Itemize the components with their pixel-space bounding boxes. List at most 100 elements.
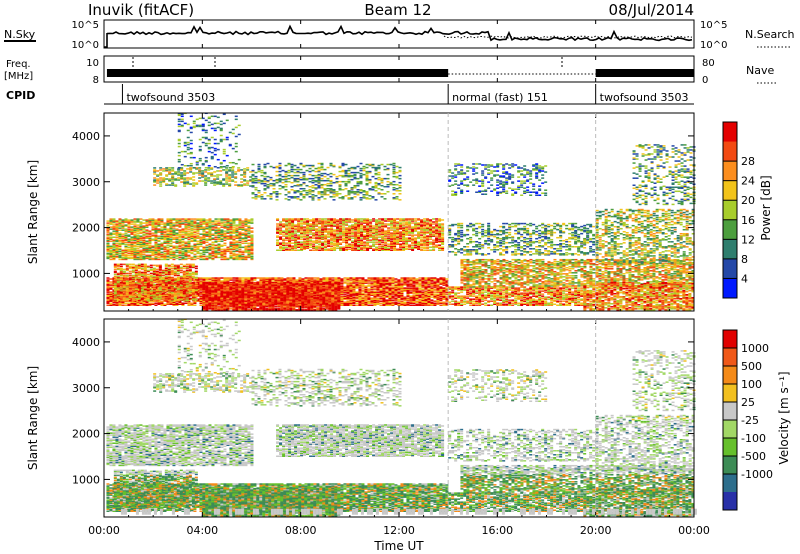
power-cell [235, 277, 238, 279]
power-cell [109, 283, 112, 285]
power-cell [304, 277, 307, 279]
power-cell [352, 296, 355, 298]
power-cell [109, 286, 112, 288]
power-cell [376, 297, 379, 299]
power-cell [352, 277, 355, 279]
freq-tick-top: 10 [86, 58, 99, 69]
cpid-segment-label: normal (fast) 151 [452, 91, 548, 104]
power-cell [220, 277, 223, 279]
power-cell [340, 295, 343, 297]
power-cell [244, 300, 247, 302]
radar-summary-plot: Inuvik (fitACF) Beam 12 08/Jul/2014 N.Sk… [0, 0, 800, 554]
power-cell [364, 285, 367, 287]
power-cell [343, 281, 346, 283]
power-cell [184, 302, 187, 304]
power-cell [358, 288, 361, 290]
power-cell [265, 277, 268, 279]
power-cell [229, 277, 232, 279]
power-cell [355, 277, 358, 279]
power-cell [322, 277, 325, 279]
power-cell [214, 277, 217, 279]
noise-left-tick-top: 10^5 [72, 20, 99, 31]
power-cell [367, 304, 370, 306]
power-cell [346, 300, 349, 302]
power-cell [361, 277, 364, 279]
power-cell [106, 293, 109, 295]
nave-tick-top: 80 [702, 58, 715, 69]
power-cell [244, 277, 247, 279]
power-cell [232, 279, 235, 281]
power-cell [367, 284, 370, 286]
power-cell [367, 288, 370, 290]
power-cell [274, 277, 277, 279]
noise-search-series [444, 36, 692, 38]
power-cell [109, 302, 112, 304]
power-cell [127, 302, 130, 304]
cpid-panel: CPID twofsound 3503 normal (fast) 151 twof… [6, 84, 694, 104]
power-cell [334, 277, 337, 279]
power-cell [319, 278, 322, 280]
power-cell [349, 281, 352, 283]
power-cell [325, 277, 328, 279]
power-cell [151, 302, 154, 304]
power-cell [343, 286, 346, 288]
noise-left-label: N.Sky [4, 28, 36, 41]
power-cell [349, 277, 352, 279]
power-cell [379, 288, 382, 290]
power-cell [373, 277, 376, 279]
power-cell [328, 277, 331, 279]
power-cell [373, 288, 376, 290]
power-cell [340, 282, 343, 284]
power-cell [367, 282, 370, 284]
power-cell [331, 279, 334, 281]
power-cell [199, 291, 202, 293]
power-cell [112, 303, 115, 305]
freq-series-b [596, 69, 694, 77]
power-cell [142, 277, 145, 279]
power-cell [346, 282, 349, 284]
power-cell [277, 277, 280, 279]
power-cell [253, 277, 256, 279]
power-cell [223, 277, 226, 279]
power-cell [343, 295, 346, 297]
power-cell [202, 277, 205, 279]
power-cell [313, 279, 316, 281]
power-cell [361, 289, 364, 291]
power-cell [364, 293, 367, 295]
noise-right-tick-bottom: 10^0 [700, 40, 727, 51]
power-cell [343, 293, 346, 295]
power-cell [124, 302, 127, 304]
power-cell [355, 291, 358, 293]
power-cell [364, 279, 367, 281]
power-cell [331, 277, 334, 279]
power-cell [256, 277, 259, 279]
power-cell [298, 277, 301, 279]
power-cell [280, 277, 283, 279]
power-cell [295, 279, 298, 281]
power-cell [139, 301, 142, 303]
power-cell [238, 277, 241, 279]
power-cell [370, 277, 373, 279]
power-cell [340, 278, 343, 280]
power-cell [106, 304, 109, 306]
power-cell [370, 297, 373, 299]
power-cell [379, 304, 382, 306]
power-cell [370, 290, 373, 292]
freq-panel: Freq. [MHz] 10 8 80 0 Nave [4, 56, 777, 86]
power-cell [181, 302, 184, 304]
power-cell [148, 302, 151, 304]
power-cell [376, 277, 379, 279]
power-cell [367, 300, 370, 302]
power-cell [199, 295, 202, 297]
noise-right-label: N.Search [745, 28, 795, 41]
date-title: 08/Jul/2014 [609, 1, 694, 19]
power-cell [367, 277, 370, 279]
power-cell [358, 277, 361, 279]
power-cell [163, 303, 166, 305]
power-cell [313, 277, 316, 279]
power-cell [217, 277, 220, 279]
power-cell [379, 300, 382, 302]
power-cell [124, 304, 127, 306]
cpid-segment-label: twofsound 3503 [126, 91, 215, 104]
